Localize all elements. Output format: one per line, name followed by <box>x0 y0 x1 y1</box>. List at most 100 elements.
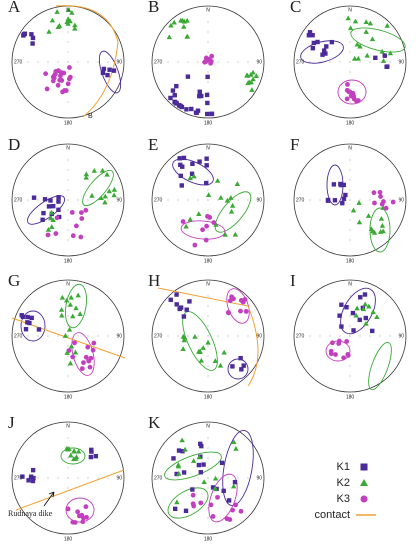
net-tick <box>207 51 209 53</box>
net-tick <box>309 199 311 201</box>
dir-east: 90 <box>116 475 122 481</box>
net-tick <box>27 61 29 63</box>
confidence-ellipse <box>340 287 376 335</box>
annotation-arrow <box>43 491 55 507</box>
k2-point <box>104 171 110 177</box>
net-tick <box>379 335 381 337</box>
net-tick <box>107 199 109 201</box>
net-circle <box>293 143 407 257</box>
net-tick <box>349 375 351 377</box>
k2-point <box>352 18 359 24</box>
k1-point <box>310 33 315 38</box>
net-tick <box>207 41 209 43</box>
net-circle <box>151 279 265 393</box>
k2-point <box>171 19 177 25</box>
k2-point <box>56 23 63 28</box>
k1-point <box>181 470 187 475</box>
k2-point <box>205 339 211 345</box>
net-tick <box>67 467 69 469</box>
k1-point <box>232 479 238 485</box>
dir-south: 180 <box>204 394 213 400</box>
net-tick <box>389 199 391 201</box>
k2-point <box>65 446 71 452</box>
net-tick <box>207 295 209 297</box>
k3-point <box>209 53 215 59</box>
net-tick <box>359 335 361 337</box>
net-tick <box>197 199 199 201</box>
dir-north: N <box>66 423 70 429</box>
k3-point <box>208 59 214 64</box>
k2-point <box>212 358 219 363</box>
stereonet: N 270 90 180 E <box>148 135 265 264</box>
k1-point <box>329 39 335 45</box>
k1-point <box>101 66 107 72</box>
net-circle <box>11 279 125 393</box>
k1-point <box>362 292 368 297</box>
dir-east: 90 <box>116 333 122 339</box>
k3-point <box>79 512 85 518</box>
k3-point <box>50 74 56 80</box>
k1-point <box>177 156 182 161</box>
k2-point <box>111 192 117 198</box>
net-tick <box>67 51 69 53</box>
net-tick <box>349 219 351 221</box>
k1-point <box>29 32 34 37</box>
k3-point <box>333 352 338 357</box>
k2-point <box>191 173 197 179</box>
k3-point <box>70 233 76 239</box>
k1-point <box>358 295 363 300</box>
net-tick <box>349 229 351 231</box>
k1-point <box>204 92 210 98</box>
k2-point <box>205 192 212 198</box>
k1-point <box>241 363 246 368</box>
net-tick <box>197 61 199 63</box>
dir-west: 270 <box>154 59 163 65</box>
k2-point <box>370 309 376 315</box>
net-tick <box>349 315 351 317</box>
net-tick <box>379 61 381 63</box>
k2-point <box>362 301 368 307</box>
confidence-ellipse <box>208 473 238 523</box>
k3-point <box>63 88 69 93</box>
k1-point <box>178 103 183 109</box>
k2-point <box>379 48 385 54</box>
k2-point <box>106 188 112 194</box>
k1-point <box>28 474 34 479</box>
confidence-ellipse <box>180 220 226 240</box>
k2-point <box>69 9 75 15</box>
k1-point <box>26 478 31 483</box>
confidence-ellipse <box>82 169 114 207</box>
k1-point <box>331 182 337 187</box>
dir-east: 90 <box>256 59 262 65</box>
panel-label: C <box>290 0 301 16</box>
net-tick <box>207 345 209 347</box>
net-tick <box>167 61 169 63</box>
k1-point <box>93 453 99 459</box>
k2-point <box>67 360 74 366</box>
k3-point <box>330 340 335 346</box>
net-tick <box>207 365 209 367</box>
net-tick <box>67 497 69 499</box>
net-tick <box>349 159 351 161</box>
k1-point <box>307 30 313 35</box>
k2-point <box>176 470 182 476</box>
k1-point <box>183 508 189 514</box>
net-tick <box>359 61 361 63</box>
net-circle <box>293 279 407 393</box>
net-tick <box>67 71 69 73</box>
k3-point <box>372 200 377 206</box>
k1-point <box>201 462 206 467</box>
k2-point <box>354 41 360 47</box>
k3-point <box>79 210 84 216</box>
k3-point <box>355 98 361 103</box>
net-tick <box>207 375 209 377</box>
net-tick <box>57 335 59 337</box>
k1-point <box>197 159 202 164</box>
net-tick <box>37 61 39 63</box>
dir-south: 180 <box>204 258 213 264</box>
stereonet: N 270 90 180 K <box>148 413 265 542</box>
confidence-ellipse <box>227 358 249 380</box>
k3-point <box>80 519 86 525</box>
k2-point <box>48 209 55 215</box>
